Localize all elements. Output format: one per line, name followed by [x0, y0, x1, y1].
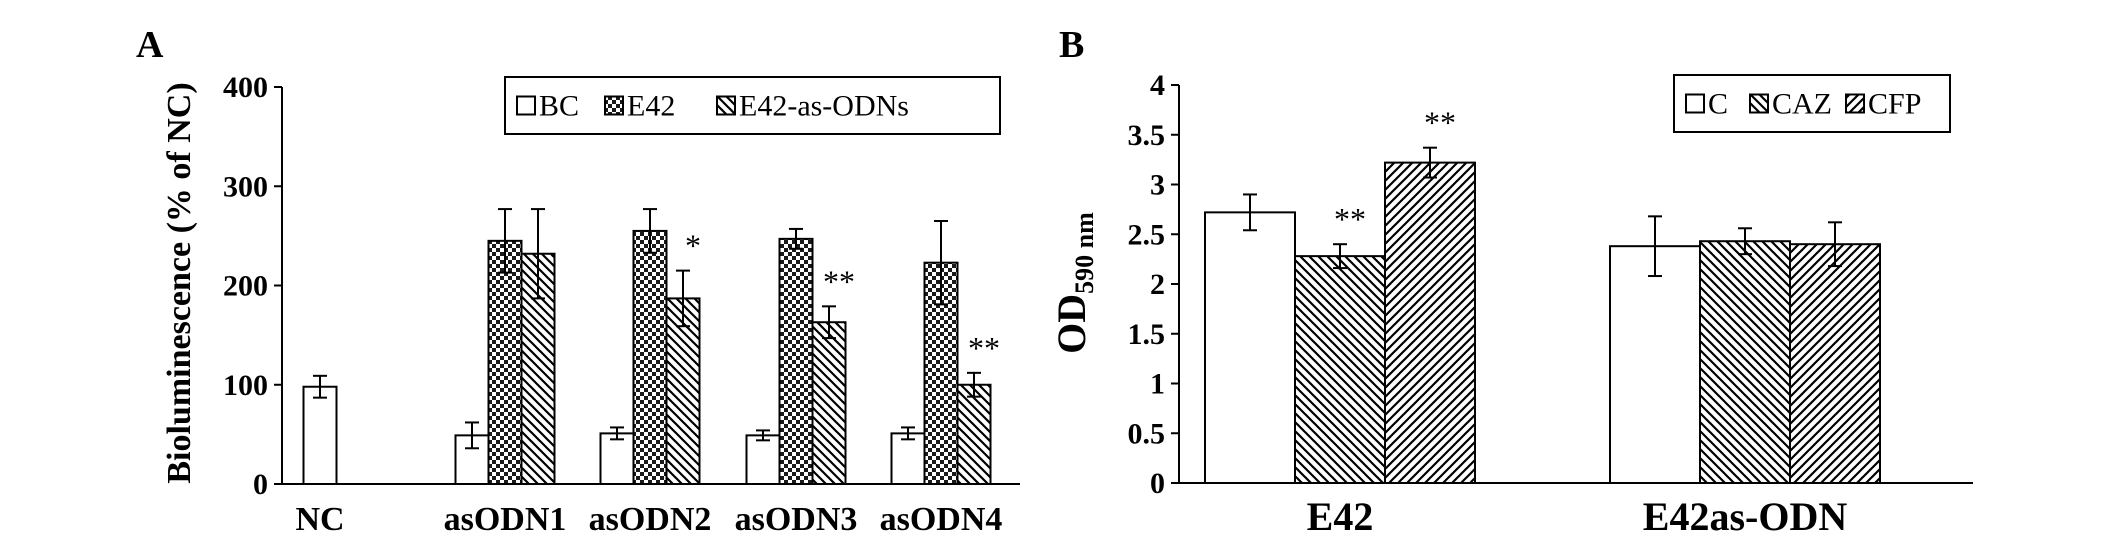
- panel-a: A Bioluminescence (% of NC) 0 100 200 300 40…: [136, 24, 1020, 538]
- legend-swatch: [1845, 93, 1865, 114]
- legend-swatch: [604, 95, 624, 116]
- x-category-label: E42as-ODN: [1643, 494, 1848, 539]
- legend-swatch: [1749, 93, 1769, 114]
- y-tick-label: 1.5: [1128, 318, 1166, 351]
- bar-e42-as-odns-asodn1: [520, 252, 556, 485]
- legend-label: E42-as-ODNs: [739, 90, 909, 123]
- y-tick-label: 100: [223, 369, 268, 402]
- panel-label-b: B: [1059, 24, 1084, 66]
- bar-caz-e42: [1294, 255, 1386, 485]
- significance-marker: **: [1334, 201, 1366, 237]
- bar-bc-asodn3: [745, 434, 781, 485]
- bar-e42-as-odns-asodn4: [956, 383, 992, 485]
- y-axis-label-b-main: OD: [1049, 294, 1094, 354]
- x-category-label: asODN4: [880, 501, 1003, 538]
- y-axis-label-b: OD590 nm: [1049, 212, 1099, 354]
- legend-label: CAZ: [1772, 88, 1832, 121]
- bar-e42-asodn2: [632, 229, 668, 485]
- legend-swatch: [1685, 93, 1705, 114]
- bar-e42-asodn1: [487, 239, 523, 485]
- panel-label-a: A: [136, 24, 164, 66]
- y-tick-label: 2.5: [1128, 218, 1166, 251]
- y-tick-label: 400: [223, 71, 268, 104]
- bar-c-e42: [1204, 211, 1296, 485]
- x-category-label: E42: [1307, 494, 1374, 539]
- legend-box: [1673, 74, 1951, 133]
- axes-a: 0 100 200 300 400 NC asODN1 asODN2 asODN3 asODN4: [223, 71, 1020, 538]
- x-category-label: asODN2: [589, 501, 712, 538]
- bars-b: ** **: [1204, 105, 1881, 485]
- legend-label: E42: [627, 90, 675, 123]
- x-category-label: NC: [295, 501, 344, 538]
- significance-marker: **: [968, 330, 1000, 366]
- y-tick-label: 300: [223, 170, 268, 203]
- x-category-label: asODN1: [444, 501, 567, 538]
- legend-a: BC E42 E42-as-ODNs: [504, 76, 1001, 135]
- legend-label: BC: [539, 90, 579, 123]
- bar-bc-asodn4: [890, 432, 926, 486]
- legend-label: CFP: [1868, 88, 1921, 121]
- x-category-label: asODN3: [735, 501, 858, 538]
- y-tick-label: 0: [253, 468, 268, 501]
- bar-e42-as-odns-asodn2: [665, 297, 701, 485]
- legend-label: C: [1708, 88, 1728, 121]
- y-tick-label: 4: [1150, 69, 1165, 102]
- y-tick-label: 3: [1150, 169, 1165, 202]
- y-axis-label-b-sub: 590 nm: [1070, 212, 1099, 294]
- legend-item-cfp: CFP: [1845, 88, 1921, 121]
- bar-bc-asodn2: [599, 432, 635, 486]
- bar-bc-nc: [302, 385, 338, 485]
- bar-cfp-e42: [1384, 161, 1476, 485]
- panel-b: B OD590 nm 0 0.5 1 1.5 2 2.5 3 3.5 4 E42 E42as-ODN…: [1049, 24, 1973, 539]
- legend-item-caz: CAZ: [1749, 88, 1832, 121]
- significance-marker: *: [685, 228, 701, 264]
- y-tick-label: 3.5: [1128, 119, 1166, 152]
- legend-swatch: [716, 95, 736, 116]
- y-tick-label: 1: [1150, 368, 1165, 401]
- bar-e42-as-odns-asodn3: [811, 321, 847, 485]
- legend-item-e42: E42: [604, 90, 675, 123]
- bars-a: *****: [302, 208, 1000, 486]
- bar-caz-e42as-odn: [1699, 240, 1791, 484]
- legend-item-c: C: [1685, 88, 1728, 121]
- legend-item-e42-as-odns: E42-as-ODNs: [716, 90, 909, 123]
- legend-item-bc: BC: [516, 90, 579, 123]
- legend-swatch: [516, 95, 536, 116]
- y-axis-label-a: Bioluminescence (% of NC): [161, 82, 198, 483]
- legend-box: [504, 76, 1001, 135]
- significance-marker: **: [1424, 105, 1456, 141]
- bar-cfp-e42as-odn: [1789, 243, 1881, 484]
- y-tick-label: 2: [1150, 268, 1165, 301]
- significance-marker: **: [823, 263, 855, 299]
- y-tick-label: 0: [1150, 467, 1165, 500]
- y-tick-label: 200: [223, 270, 268, 303]
- y-tick-label: 0.5: [1128, 417, 1166, 450]
- legend-b: C CAZ CFP: [1673, 74, 1951, 133]
- bar-e42-asodn3: [778, 237, 814, 485]
- bar-c-e42as-odn: [1609, 245, 1701, 484]
